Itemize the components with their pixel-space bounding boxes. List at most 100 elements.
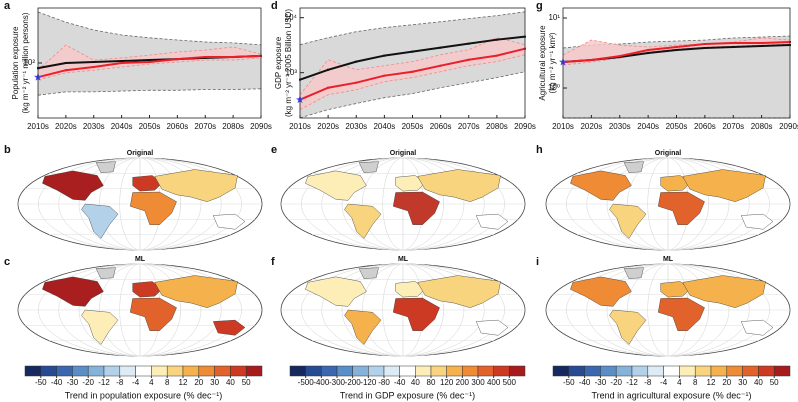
country-region [344,309,382,345]
country-region [570,170,632,201]
band-edge [37,88,262,96]
x-tick-label: 2030s [83,122,105,131]
point [495,54,498,57]
colorbar-box [135,365,152,377]
y-tick-label: 10¹ [548,13,560,22]
point [204,56,207,59]
colorbar-box [415,365,432,377]
band-edge [562,37,791,56]
country-region [393,191,440,225]
x-tick-label: 2040s [373,122,395,131]
x-tick-label: 2060s [166,122,188,131]
graticule [38,263,242,357]
country-region [130,191,177,225]
map-title: Original [390,150,417,157]
colorbar-tick-label: 12 [707,378,716,387]
colorbar-tick-label: 300 [471,378,485,387]
band-fill [38,11,261,96]
x-tick-label: 2050s [666,122,688,131]
graticule [301,157,505,251]
x-tick-label: 2040s [111,122,133,131]
point [618,55,621,58]
panel-letter: d [271,0,278,12]
colorbar-box [647,365,664,377]
colorbar-tick-label: -20 [82,378,94,387]
colorbar-box [679,365,696,377]
colorbar-tick-label: -12 [98,378,110,387]
colorbar-tick-label: -500 [298,378,315,387]
colorbar-box [462,365,479,377]
colorbar-tick-label: 30 [210,378,219,387]
x-tick-label: 2090s [779,122,798,131]
colorbar-tick-label: -50 [563,378,575,387]
colorbar-tick-label: 80 [427,378,436,387]
x-tick-label: 2080s [751,122,773,131]
country-region [95,267,116,279]
colorbar-tick-label: -300 [329,378,346,387]
point [647,49,650,52]
point [467,58,470,61]
point [327,68,330,71]
colorbar-tick-label: 12 [179,378,188,387]
colorbar-tick-label: 20 [194,378,203,387]
colorbar-box [182,365,200,377]
y-tick-label: 10³ [285,68,297,77]
x-tick-label: 2070s [194,122,216,131]
country-region [95,161,116,173]
country-region [475,319,509,336]
point [495,38,498,41]
x-tick-label: 2010s [289,122,311,131]
colorbar-box [477,365,494,377]
country-region [740,319,774,336]
colorbar-box [615,365,633,377]
colorbar-tick-label: -40 [394,378,406,387]
panel-letter: i [536,256,539,268]
colorbar-box [430,365,447,377]
point [148,60,151,63]
x-tick-label: 2020s [580,122,602,131]
point [732,42,735,45]
panel-letter: c [4,256,10,268]
x-tick-label: 2030s [345,122,367,131]
colorbar-tick-label: 50 [242,378,251,387]
colorbar-tick-label: -120 [360,378,377,387]
colorbar-tick-label: -8 [644,378,652,387]
colorbar-box [600,365,617,377]
point [355,81,358,84]
colorbar-box [742,365,759,377]
colorbar-box [103,365,121,377]
colorbar-box [24,365,42,377]
y-tick-label: 10² [23,58,35,67]
point [760,45,763,48]
point [92,65,95,68]
colorbar-tick-label: 500 [503,378,517,387]
colorbar-box [568,365,585,377]
colorbar-tick-label: -12 [626,378,638,387]
colorbar-box [56,365,73,377]
panel-letter: e [271,144,277,156]
y-axis-label: (kg m⁻² yr⁻¹ km²) [548,32,557,93]
colorbar-tick-label: -40 [51,378,63,387]
point [355,60,358,63]
map-title: ML [398,256,409,263]
colorbar-tick-label: 40 [226,378,235,387]
point [411,70,414,73]
x-tick-label: 2010s [27,122,49,131]
panel-letter: h [536,144,543,156]
colorbar-tick-label: 4 [149,378,154,387]
country-region [81,309,119,345]
country-region [740,213,774,230]
colorbar-tick-label: 8 [165,378,170,387]
country-region [570,276,632,307]
country-region [417,169,501,202]
colorbar-tick-label: -8 [116,378,124,387]
country-region [395,175,426,192]
country-region [130,297,177,331]
point [176,58,179,61]
colorbar-title: Trend in population exposure (% dec⁻¹) [65,390,223,400]
country-region [305,276,367,307]
panel-letter: f [271,256,275,268]
point [760,42,763,45]
x-tick-label: 2060s [694,122,716,131]
